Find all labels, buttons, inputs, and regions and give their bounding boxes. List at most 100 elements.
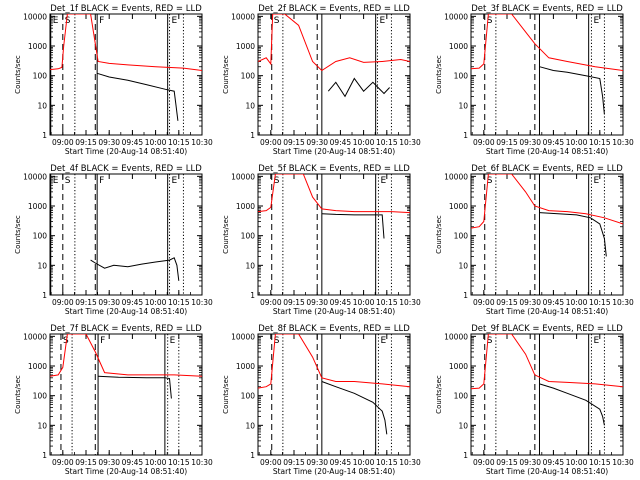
panel-title: Det_3f BLACK = Events, RED = LLD xyxy=(471,4,623,14)
x-tick-label: 10:30 xyxy=(399,138,421,147)
x-tick-label: 09:00 xyxy=(473,458,495,467)
x-tick-label: 10:30 xyxy=(612,298,634,307)
y-tick-label: 1000 xyxy=(449,362,468,371)
series-events-line xyxy=(539,383,605,426)
x-axis-label: Start Time (20-Aug-14 08:51:40) xyxy=(486,307,608,316)
marker-label: E xyxy=(53,16,59,26)
x-tick-label: 10:15 xyxy=(376,298,398,307)
y-tick-label: 1000 xyxy=(236,202,255,211)
x-tick-label: 09:30 xyxy=(98,458,120,467)
x-tick-label: 09:00 xyxy=(52,458,74,467)
x-tick-label: 10:15 xyxy=(589,458,611,467)
x-tick-label: 10:30 xyxy=(399,298,421,307)
plot-frame xyxy=(470,173,624,296)
panel-3: Det_3f BLACK = Events, RED = LLD 1 10 100 10… xyxy=(435,4,634,156)
plot-frame xyxy=(470,13,624,136)
marker-label: S xyxy=(65,16,71,26)
plot-frame xyxy=(257,333,411,456)
marker-label: S xyxy=(274,16,280,26)
x-tick-label: 09:15 xyxy=(283,138,305,147)
x-tick-label: 09:15 xyxy=(496,458,518,467)
x-tick-label: 09:45 xyxy=(543,458,565,467)
y-tick-label: 10000 xyxy=(23,172,47,181)
x-tick-label: 09:30 xyxy=(306,298,328,307)
y-axis-label: Counts/sec xyxy=(435,215,443,254)
x-axis-label: Start Time (20-Aug-14 08:51:40) xyxy=(65,307,187,316)
x-tick-label: 09:45 xyxy=(543,298,565,307)
x-tick-label: 09:45 xyxy=(122,138,144,147)
panel-5: Det_5f BLACK = Events, RED = LLD 1 10 100 10… xyxy=(222,164,421,316)
marker-label: E xyxy=(380,16,386,26)
x-tick-label: 10:00 xyxy=(566,458,588,467)
y-tick-label: 1000 xyxy=(28,42,47,51)
x-tick-label: 09:30 xyxy=(306,138,328,147)
x-tick-label: 09:30 xyxy=(519,138,541,147)
y-axis-label: Counts/sec xyxy=(435,55,443,94)
x-tick-label: 10:30 xyxy=(191,138,213,147)
x-tick-label: 09:45 xyxy=(122,298,144,307)
marker-label: E xyxy=(172,176,178,186)
panel-title: Det_2f BLACK = Events, RED = LLD xyxy=(258,4,410,14)
y-tick-label: 1 xyxy=(250,291,255,300)
y-axis-label: Counts/sec xyxy=(14,375,22,414)
x-tick-label: 10:30 xyxy=(612,138,634,147)
panel-9: Det_9f BLACK = Events, RED = LLD 1 10 100 10… xyxy=(435,324,634,476)
y-tick-label: 100 xyxy=(33,232,48,241)
x-tick-label: 10:15 xyxy=(376,138,398,147)
x-tick-label: 09:15 xyxy=(283,298,305,307)
x-tick-label: 09:30 xyxy=(519,458,541,467)
plot-frame xyxy=(49,173,203,296)
x-tick-label: 09:00 xyxy=(52,298,74,307)
y-tick-label: 1000 xyxy=(28,362,47,371)
x-tick-label: 09:15 xyxy=(75,458,97,467)
marker-label: E xyxy=(593,16,599,26)
y-tick-label: 100 xyxy=(454,392,469,401)
panel-7: Det_7f BLACK = Events, RED = LLD 1 10 100 10… xyxy=(14,324,213,476)
y-tick-label: 10 xyxy=(245,261,255,270)
x-tick-label: 09:45 xyxy=(543,138,565,147)
marker-label: S xyxy=(274,336,280,346)
x-tick-label: 10:15 xyxy=(589,138,611,147)
series-lld-line xyxy=(471,14,623,71)
plot-frame xyxy=(49,333,203,456)
y-tick-label: 10000 xyxy=(444,332,468,341)
panel-title: Det_7f BLACK = Events, RED = LLD xyxy=(50,324,202,334)
panel-1: Det_1f BLACK = Events, RED = LLD 1 10 100 10… xyxy=(14,4,213,156)
y-tick-label: 10 xyxy=(458,421,468,430)
plot-frame xyxy=(257,13,411,136)
y-tick-label: 1000 xyxy=(28,202,47,211)
y-tick-label: 10 xyxy=(245,101,255,110)
y-tick-label: 100 xyxy=(241,392,256,401)
x-tick-label: 09:15 xyxy=(496,138,518,147)
series-events-line xyxy=(90,257,180,281)
y-tick-label: 1000 xyxy=(236,42,255,51)
series-events-line xyxy=(96,72,179,121)
x-tick-label: 09:45 xyxy=(330,298,352,307)
x-axis-label: Start Time (20-Aug-14 08:51:40) xyxy=(486,147,608,156)
y-tick-label: 100 xyxy=(241,72,256,81)
series-events-line xyxy=(98,375,172,399)
x-tick-label: 10:30 xyxy=(612,458,634,467)
panel-title: Det_8f BLACK = Events, RED = LLD xyxy=(258,324,410,334)
x-tick-label: 09:30 xyxy=(98,138,120,147)
y-tick-label: 100 xyxy=(454,232,469,241)
y-tick-label: 1 xyxy=(250,131,255,140)
marker-label: E xyxy=(170,336,176,346)
y-tick-label: 10000 xyxy=(231,12,255,21)
plot-frame xyxy=(470,333,624,456)
y-tick-label: 10000 xyxy=(23,332,47,341)
x-tick-label: 10:30 xyxy=(399,458,421,467)
panel-title: Det_1f BLACK = Events, RED = LLD xyxy=(50,4,202,14)
x-axis-label: Start Time (20-Aug-14 08:51:40) xyxy=(273,147,395,156)
x-tick-label: 10:15 xyxy=(168,138,190,147)
x-tick-label: 09:15 xyxy=(75,298,97,307)
y-tick-label: 10000 xyxy=(231,332,255,341)
y-tick-label: 1000 xyxy=(449,202,468,211)
series-events-line xyxy=(321,213,385,239)
x-tick-label: 10:00 xyxy=(566,298,588,307)
marker-label: E xyxy=(593,176,599,186)
series-lld-line xyxy=(471,334,623,390)
x-tick-label: 09:30 xyxy=(519,298,541,307)
x-tick-label: 10:00 xyxy=(145,138,167,147)
